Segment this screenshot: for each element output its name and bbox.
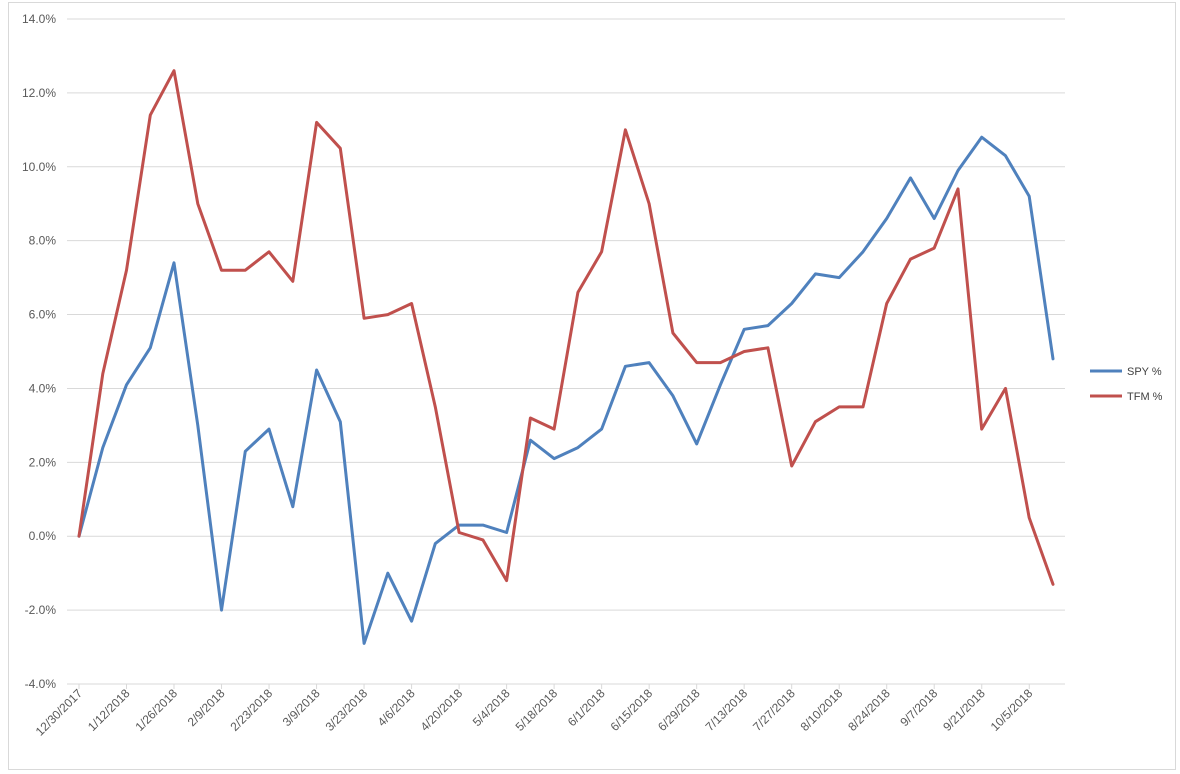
x-tick-label: 3/23/2018 bbox=[323, 686, 371, 734]
x-tick-label: 2/9/2018 bbox=[185, 686, 228, 729]
x-tick-label: 5/4/2018 bbox=[470, 686, 513, 729]
series-line-tfm bbox=[77, 69, 1055, 586]
x-tick-label: 9/7/2018 bbox=[897, 686, 940, 729]
legend-label: TFM % bbox=[1127, 391, 1163, 403]
y-tick-label: 8.0% bbox=[29, 234, 57, 248]
y-tick-label: 4.0% bbox=[29, 381, 57, 395]
x-tick-label: 10/5/2018 bbox=[988, 686, 1036, 734]
y-tick-label: 12.0% bbox=[22, 86, 56, 100]
x-tick-label: 2/23/2018 bbox=[228, 686, 276, 734]
y-tick-label: -2.0% bbox=[25, 603, 57, 617]
x-tick-label: 7/13/2018 bbox=[703, 686, 751, 734]
chart-frame bbox=[8, 2, 1176, 770]
x-tick-label: 6/29/2018 bbox=[655, 686, 703, 734]
x-tick-label: 6/1/2018 bbox=[565, 686, 608, 729]
y-tick-label: 0.0% bbox=[29, 529, 57, 543]
y-tick-label: 6.0% bbox=[29, 308, 57, 322]
x-tick-label: 4/20/2018 bbox=[418, 686, 466, 734]
x-tick-label: 5/18/2018 bbox=[513, 686, 561, 734]
series-line-spy bbox=[77, 135, 1055, 645]
y-tick-label: 14.0% bbox=[22, 12, 56, 26]
x-tick-label: 1/26/2018 bbox=[132, 686, 180, 734]
x-tick-label: 1/12/2018 bbox=[85, 686, 133, 734]
x-tick-label: 3/9/2018 bbox=[280, 686, 323, 729]
legend-label: SPY % bbox=[1127, 366, 1162, 378]
x-tick-label: 8/24/2018 bbox=[845, 686, 893, 734]
y-tick-label: 10.0% bbox=[22, 160, 56, 174]
x-tick-label: 9/21/2018 bbox=[940, 686, 988, 734]
x-tick-label: 4/6/2018 bbox=[375, 686, 418, 729]
y-tick-label: 2.0% bbox=[29, 455, 57, 469]
y-tick-label: -4.0% bbox=[25, 677, 57, 691]
x-tick-label: 6/15/2018 bbox=[608, 686, 656, 734]
x-tick-label: 12/30/2017 bbox=[33, 686, 86, 739]
x-tick-label: 7/27/2018 bbox=[750, 686, 798, 734]
x-tick-label: 8/10/2018 bbox=[798, 686, 846, 734]
